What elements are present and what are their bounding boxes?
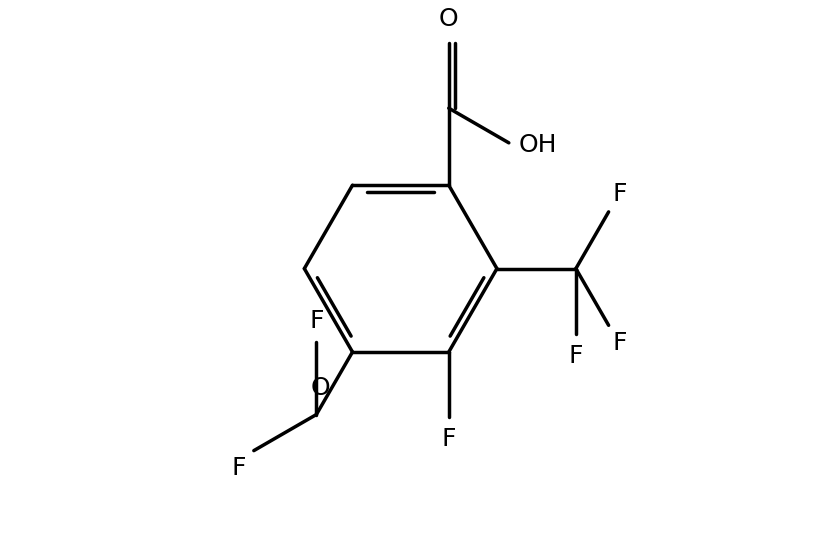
Text: O: O: [311, 376, 330, 400]
Text: O: O: [439, 7, 459, 31]
Text: OH: OH: [519, 134, 557, 157]
Text: F: F: [569, 344, 583, 368]
Text: F: F: [309, 309, 324, 333]
Text: F: F: [612, 331, 627, 355]
Text: F: F: [441, 427, 456, 451]
Text: F: F: [612, 182, 627, 206]
Text: F: F: [232, 457, 246, 480]
